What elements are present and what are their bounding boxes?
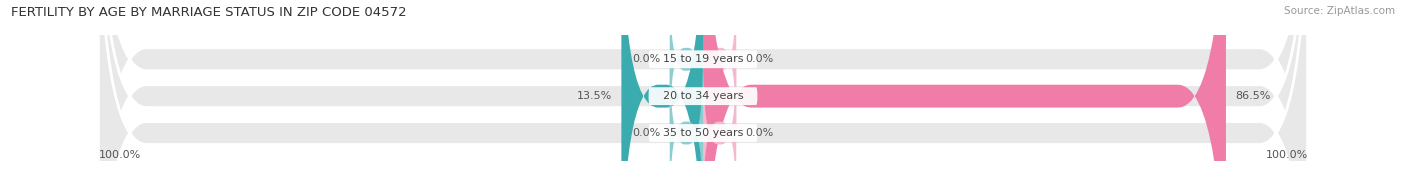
Text: 100.0%: 100.0% (1265, 150, 1308, 160)
FancyBboxPatch shape (98, 0, 1308, 196)
Text: 20 to 34 years: 20 to 34 years (662, 91, 744, 101)
FancyBboxPatch shape (621, 0, 703, 196)
Text: Source: ZipAtlas.com: Source: ZipAtlas.com (1284, 6, 1395, 16)
Text: 100.0%: 100.0% (98, 150, 141, 160)
FancyBboxPatch shape (703, 0, 1226, 196)
Text: 35 to 50 years: 35 to 50 years (662, 128, 744, 138)
Text: FERTILITY BY AGE BY MARRIAGE STATUS IN ZIP CODE 04572: FERTILITY BY AGE BY MARRIAGE STATUS IN Z… (11, 6, 406, 19)
FancyBboxPatch shape (703, 53, 737, 196)
FancyBboxPatch shape (648, 50, 758, 68)
FancyBboxPatch shape (98, 0, 1308, 196)
FancyBboxPatch shape (669, 53, 703, 196)
Text: 15 to 19 years: 15 to 19 years (662, 54, 744, 64)
FancyBboxPatch shape (648, 124, 758, 142)
FancyBboxPatch shape (98, 0, 1308, 196)
Text: 13.5%: 13.5% (576, 91, 613, 101)
Text: 0.0%: 0.0% (745, 54, 773, 64)
FancyBboxPatch shape (669, 0, 703, 139)
FancyBboxPatch shape (648, 87, 758, 105)
Text: 0.0%: 0.0% (633, 54, 661, 64)
Text: 0.0%: 0.0% (745, 128, 773, 138)
Text: 0.0%: 0.0% (633, 128, 661, 138)
Text: 86.5%: 86.5% (1234, 91, 1271, 101)
FancyBboxPatch shape (703, 0, 737, 139)
